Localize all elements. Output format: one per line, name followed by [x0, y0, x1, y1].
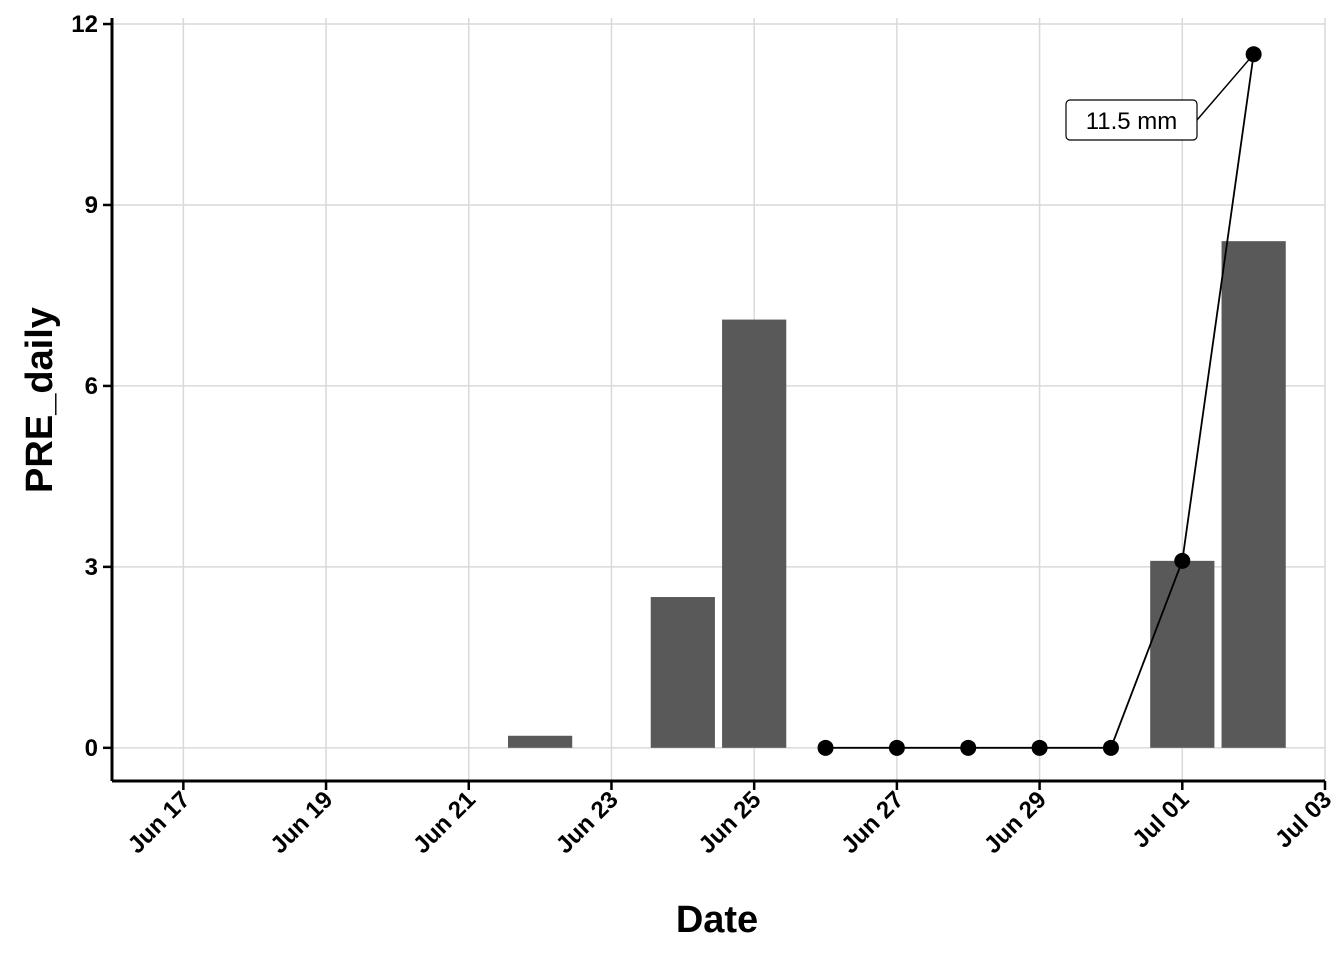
annotation: 11.5 mm	[1065, 53, 1255, 141]
annotation-label: 11.5 mm	[1086, 108, 1178, 135]
annotation-leader	[1196, 53, 1255, 121]
bar	[650, 597, 715, 748]
x-tick-label: Jun 21	[408, 786, 481, 859]
x-tick-label: Jul 01	[1127, 786, 1194, 853]
bar-series	[508, 241, 1286, 748]
x-axis-title: Date	[676, 899, 758, 941]
bar	[722, 319, 787, 748]
y-axis-title: PRE_daily	[19, 307, 61, 493]
line-point	[960, 739, 977, 756]
x-tick-label: Jun 17	[123, 786, 196, 859]
x-tick-label: Jul 03	[1270, 786, 1337, 853]
line-point	[888, 739, 905, 756]
x-tick-label: Jun 19	[265, 786, 338, 859]
bar	[1221, 241, 1286, 748]
x-tick-label: Jun 25	[694, 786, 767, 859]
bar	[508, 735, 573, 748]
y-tick-label: 12	[71, 11, 98, 38]
x-tick-label: Jun 27	[836, 786, 909, 859]
x-tick-label: Jun 23	[551, 786, 624, 859]
bar	[1150, 560, 1215, 748]
y-tick-label: 6	[85, 373, 98, 400]
line-point	[1031, 739, 1048, 756]
x-tick-label: Jun 29	[979, 786, 1052, 859]
y-tick-label: 3	[85, 554, 98, 581]
line-point	[817, 739, 834, 756]
line-point	[1174, 552, 1191, 569]
y-tick-label: 0	[85, 735, 98, 762]
y-tick-label: 9	[85, 192, 98, 219]
annotation-box	[1065, 99, 1198, 141]
line-point	[1102, 739, 1119, 756]
